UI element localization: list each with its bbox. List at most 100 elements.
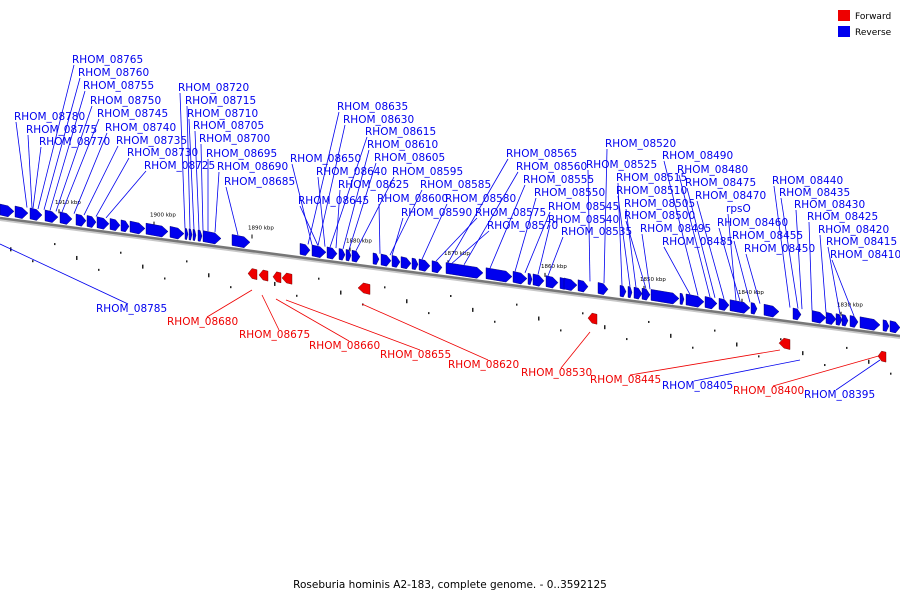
tick-mark <box>76 255 78 260</box>
gene-label: RHOM_08450 <box>744 243 815 255</box>
leader-line <box>587 169 591 282</box>
tick-label: 1900 kbp <box>150 213 176 219</box>
gene-label: RHOM_08645 <box>298 195 369 207</box>
reverse-gene-arrow <box>188 228 193 241</box>
gene-label: RHOM_08605 <box>374 152 445 164</box>
reverse-gene-arrow <box>109 218 121 231</box>
gene-label: RHOM_08730 <box>127 147 198 159</box>
gene-label: RHOM_08735 <box>116 135 187 147</box>
forward-gene-arrow <box>587 312 598 325</box>
tick-mark <box>230 286 232 289</box>
leader-line <box>194 130 200 231</box>
reverse-gene-arrow <box>120 219 130 233</box>
leader-line <box>179 92 186 229</box>
legend-swatch <box>838 26 850 37</box>
tick-mark <box>626 338 628 341</box>
gene-label: RHOM_08600 <box>377 193 448 205</box>
reverse-gene-arrow <box>351 249 361 263</box>
tick-label: 1880 kbp <box>346 238 372 244</box>
leader-line <box>285 299 421 351</box>
reverse-gene-arrow <box>400 256 412 270</box>
tick-mark <box>648 320 650 323</box>
reverse-gene-arrow <box>192 229 197 241</box>
gene-label: RHOM_08545 <box>548 201 619 213</box>
leader-line <box>83 145 119 216</box>
gene-label: RHOM_08655 <box>380 349 451 361</box>
leader-line <box>206 289 253 318</box>
tick-label: 1860 kbp <box>541 264 567 270</box>
gene-features <box>0 203 900 363</box>
leader-line <box>831 259 855 317</box>
reverse-gene-arrow <box>532 273 545 287</box>
gene-label: RHOM_08495 <box>640 223 711 235</box>
leader-line <box>95 157 130 217</box>
reverse-gene-arrow <box>345 249 352 262</box>
leader-line <box>625 220 647 289</box>
gene-label: RHOM_08510 <box>616 185 687 197</box>
gene-label: RHOM_08565 <box>506 148 577 160</box>
reverse-gene-arrow <box>431 260 443 274</box>
gene-label: RHOM_08555 <box>523 174 594 186</box>
reverse-gene-arrow <box>811 310 827 324</box>
tick-mark <box>32 260 34 263</box>
tick-mark <box>714 329 716 332</box>
gene-label: RHOM_08575 <box>475 207 546 219</box>
tick-mark <box>670 333 672 338</box>
tick-mark <box>736 342 738 347</box>
reverse-gene-arrow <box>704 296 718 310</box>
leader-line <box>49 90 86 211</box>
tick-mark <box>846 346 848 349</box>
gene-label: RHOM_08485 <box>662 236 733 248</box>
tick-mark <box>582 312 584 315</box>
gene-label: RHOM_08405 <box>662 380 733 392</box>
gene-label: RHOM_08595 <box>392 166 463 178</box>
gene-label: RHOM_08540 <box>548 214 619 226</box>
gene-label: rpsO <box>726 203 751 215</box>
reverse-gene-arrow <box>718 298 730 311</box>
gene-label: RHOM_08625 <box>338 179 409 191</box>
gene-label: RHOM_08420 <box>818 224 889 236</box>
gene-label: RHOM_08685 <box>224 176 295 188</box>
genome-backbone <box>0 216 900 339</box>
reverse-gene-arrow <box>563 277 578 291</box>
tick-mark <box>428 312 430 315</box>
leader-line <box>827 246 841 315</box>
reverse-gene-arrow <box>763 303 780 318</box>
gene-label: RHOM_08470 <box>695 190 766 202</box>
leader-line <box>421 203 448 260</box>
leader-line <box>819 234 827 313</box>
gene-label: RHOM_08610 <box>367 139 438 151</box>
label-leader-lines <box>0 64 883 391</box>
leader-line <box>547 236 564 276</box>
tick-mark <box>604 325 606 330</box>
gene-label: RHOM_08635 <box>337 101 408 113</box>
leader-line <box>463 171 519 266</box>
leader-line <box>835 359 881 391</box>
reverse-gene-arrow <box>641 287 651 301</box>
gene-label: RHOM_08710 <box>187 108 258 120</box>
reverse-gene-arrow <box>750 302 758 315</box>
leader-line <box>200 143 204 231</box>
leader-line <box>693 359 801 382</box>
gene-label: RHOM_08715 <box>185 95 256 107</box>
leader-line <box>524 211 551 273</box>
leader-line <box>27 134 33 209</box>
gene-label: RHOM_08765 <box>72 54 143 66</box>
leader-line <box>537 224 551 275</box>
gene-label: RHOM_08590 <box>401 207 472 219</box>
tick-mark <box>98 268 100 271</box>
tick-mark <box>120 251 122 254</box>
leader-line <box>317 176 326 247</box>
backbone-shadow <box>0 218 900 339</box>
leader-line <box>560 331 591 369</box>
leader-line <box>391 217 404 256</box>
reverse-gene-arrow <box>29 207 43 221</box>
gene-label: RHOM_08400 <box>733 385 804 397</box>
gene-label: RHOM_08535 <box>561 226 632 238</box>
tick-mark <box>318 277 320 280</box>
reverse-gene-arrow <box>202 230 222 245</box>
gene-label: RHOM_08505 <box>624 198 695 210</box>
reverse-gene-arrow <box>619 285 627 298</box>
gene-label: RHOM_08515 <box>616 172 687 184</box>
tick-mark <box>494 320 496 323</box>
